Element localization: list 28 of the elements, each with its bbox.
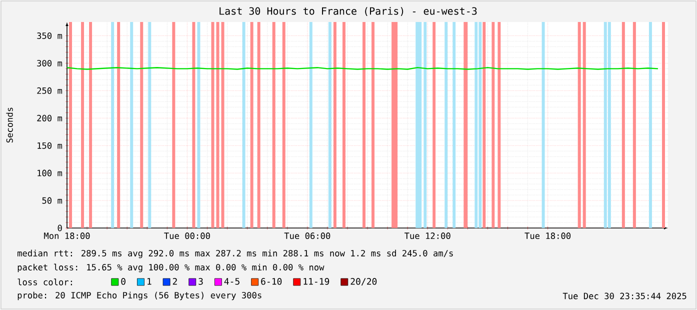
y-tick-label: 50 m [42,197,62,204]
y-tick-label: 0 [58,224,62,232]
y-tick-label: 200 m [37,114,62,122]
legend-label: 11-19 [304,278,330,285]
text: median rtt: 289.5 ms avg 292.0 ms max 287.2 ms min 288.1 ms now 1.2 ms sd 245.0 am/s [18,250,453,258]
y-axis-title: Seconds [6,108,13,143]
text: probe: 20 ICMP Echo Pings (56 Bytes) every 300s [18,292,262,300]
legend-label: 0 [121,278,126,285]
chart-title: Last 30 Hours to France (Paris) - eu-west-3 [220,7,477,16]
text: Tue Dec 30 23:35:44 2025 [562,292,686,300]
legend-label: 4-5 [224,278,240,285]
legend-label: 1 [148,278,152,285]
text: packet loss: 15.65 % avg 100.00 % max 0.00 % min 0.00 % now [18,264,324,272]
y-tick-label: 150 m [38,142,62,149]
legend-title: loss color: [18,278,72,286]
y-tick-label: 300 m [37,60,62,66]
y-tick-label: 250 m [37,87,62,94]
x-tick-label: Tue 12:00 [404,232,450,240]
x-tick-label: Tue 06:00 [284,232,330,240]
legend-label: 20/20 [350,278,377,286]
y-tick-label: 350 m [37,32,62,39]
y-tick-label: 100 m [38,170,62,176]
legend-label: 3 [198,278,203,285]
legend-label: 6-10 [261,278,282,285]
x-tick-label: Tue 00:00 [164,232,210,240]
x-tick-label: Mon 18:00 [44,232,90,240]
x-tick-label: Tue 18:00 [524,232,571,240]
legend-label: 2 [172,278,177,285]
